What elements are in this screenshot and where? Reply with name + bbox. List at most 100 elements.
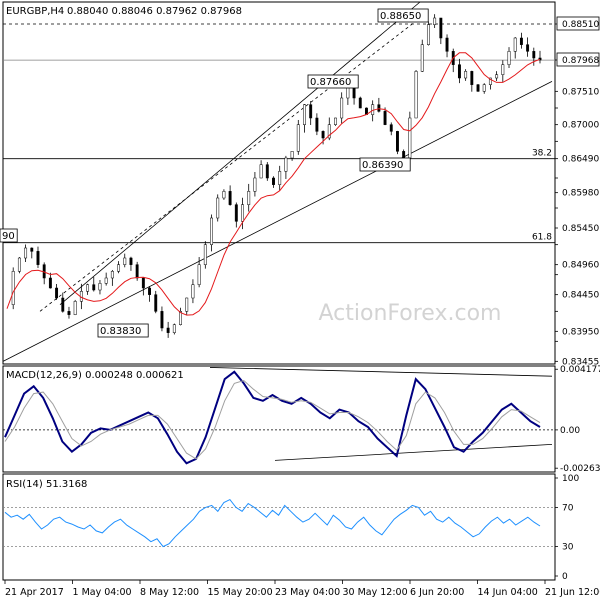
rsi-tick-label: 100 xyxy=(562,474,579,484)
candle-body xyxy=(48,277,52,289)
candle-body xyxy=(160,311,164,329)
annotation-label: 90 xyxy=(2,231,15,242)
x-tick-label: 1 May 04:00 xyxy=(73,587,132,598)
candle-body xyxy=(396,131,399,152)
candle-body xyxy=(203,244,207,265)
price-label-box xyxy=(556,16,600,31)
price-tick-label: 0.87000 xyxy=(562,121,599,131)
annotation-label: 0.87660 xyxy=(310,77,351,88)
candle-body xyxy=(17,257,21,272)
candle-body xyxy=(241,204,244,222)
candle-body xyxy=(439,17,443,39)
price-tick-label: 0.87968 xyxy=(562,56,599,66)
candle-body xyxy=(507,51,511,65)
rsi-marks: 100 70 30 0 xyxy=(3,474,579,582)
price-panel: 38.2 61.8 0.88650 0.87660 0.86390 0.83830 90 0.… xyxy=(0,1,600,367)
candle-body xyxy=(24,247,28,259)
rsi-tick-label: 30 xyxy=(562,543,574,553)
rsi-tick-label: 0 xyxy=(562,572,568,582)
price-label-box xyxy=(556,52,600,67)
candle-body xyxy=(179,311,182,325)
annotation-box xyxy=(307,74,359,89)
candle-body xyxy=(247,191,251,205)
candle-body xyxy=(383,111,387,125)
candle-body xyxy=(135,264,139,279)
candle-body xyxy=(408,117,412,159)
candle-body xyxy=(253,177,257,192)
annotation-label: 0.83830 xyxy=(100,326,141,337)
candle-body xyxy=(110,271,114,279)
candle-body xyxy=(334,117,337,125)
x-tick-label: 8 May 12:00 xyxy=(140,587,199,598)
candle-body xyxy=(92,284,96,291)
candle-body xyxy=(234,204,238,222)
annotation-label: 0.86390 xyxy=(362,160,403,171)
candle-body xyxy=(501,64,505,75)
macd-tick-label: 0.00 xyxy=(560,426,580,436)
candle-body xyxy=(129,257,133,265)
symbol-label: EURGBP,H4 xyxy=(6,6,64,17)
candle-body xyxy=(482,84,486,92)
rsi-line xyxy=(4,498,541,548)
candle-body xyxy=(309,104,313,119)
candle-body xyxy=(358,97,362,109)
candle-body xyxy=(278,171,282,185)
macd-marks: 0.004177 0.00 -0.002638 xyxy=(3,365,600,474)
x-tick-label: 23 May 04:00 xyxy=(275,587,340,598)
x-tick-label: 15 May 20:00 xyxy=(208,587,273,598)
price-tick-label: 0.87510 xyxy=(562,87,599,97)
candle-body xyxy=(265,164,269,179)
candle-body xyxy=(222,191,226,199)
candle-body xyxy=(488,77,492,85)
candle-body xyxy=(420,44,424,72)
candle-body xyxy=(148,287,151,295)
candle-body xyxy=(191,284,195,299)
candle-body xyxy=(73,301,77,315)
candle-body xyxy=(272,177,275,185)
price-tick-label: 0.86490 xyxy=(562,155,599,165)
candle-body xyxy=(445,37,449,52)
candle-body xyxy=(172,324,176,333)
candle-body xyxy=(476,84,480,92)
macd-tick-label: -0.002638 xyxy=(560,464,600,474)
candle-body xyxy=(216,197,220,219)
annotation-box xyxy=(97,323,149,338)
candle-body xyxy=(36,251,40,265)
rsi-panel-frame xyxy=(2,473,556,581)
candle-body xyxy=(513,37,517,52)
price-tick-label: 0.83950 xyxy=(562,327,599,337)
price-tick-label: 0.88510 xyxy=(562,20,599,30)
macd-trendline-lower xyxy=(274,444,553,461)
candle-body xyxy=(402,151,406,159)
candle-body xyxy=(228,191,232,205)
price-marks: 38.2 61.8 0.88650 0.87660 0.86390 0.83830 90 0.… xyxy=(0,1,600,367)
signal-line xyxy=(4,379,541,460)
candle-body xyxy=(166,327,170,333)
candle-body xyxy=(259,164,263,179)
price-tick-label: 0.83455 xyxy=(562,357,599,367)
candle-body xyxy=(464,71,468,79)
ohlc-label: 0.88040 0.88046 0.87962 0.87968 xyxy=(67,6,242,17)
candle-body xyxy=(284,157,288,172)
rsi-tick-label: 70 xyxy=(562,503,574,513)
x-tick-label: 21 Jun 12:00 xyxy=(545,587,600,598)
candle-body xyxy=(141,277,145,289)
annotation-box xyxy=(359,157,411,172)
candle-body xyxy=(11,271,15,305)
fib-label: 61.8 xyxy=(532,233,552,243)
candle-body xyxy=(154,294,158,312)
candle-body xyxy=(210,217,213,245)
candle-body xyxy=(55,287,59,299)
candle-body xyxy=(377,104,381,112)
moving-average-line xyxy=(6,52,541,316)
watermark: ActionForex.com xyxy=(319,301,502,326)
candle-body xyxy=(290,151,294,159)
candle-body xyxy=(185,297,189,312)
candle-body xyxy=(117,264,121,272)
annotation-box xyxy=(0,228,18,243)
channel-line xyxy=(59,1,421,305)
x-tick-label: 14 Jun 04:00 xyxy=(478,587,538,598)
price-tick-label: 0.85450 xyxy=(562,224,599,234)
candle-body xyxy=(303,104,306,125)
price-tick-label: 0.84960 xyxy=(562,261,599,271)
